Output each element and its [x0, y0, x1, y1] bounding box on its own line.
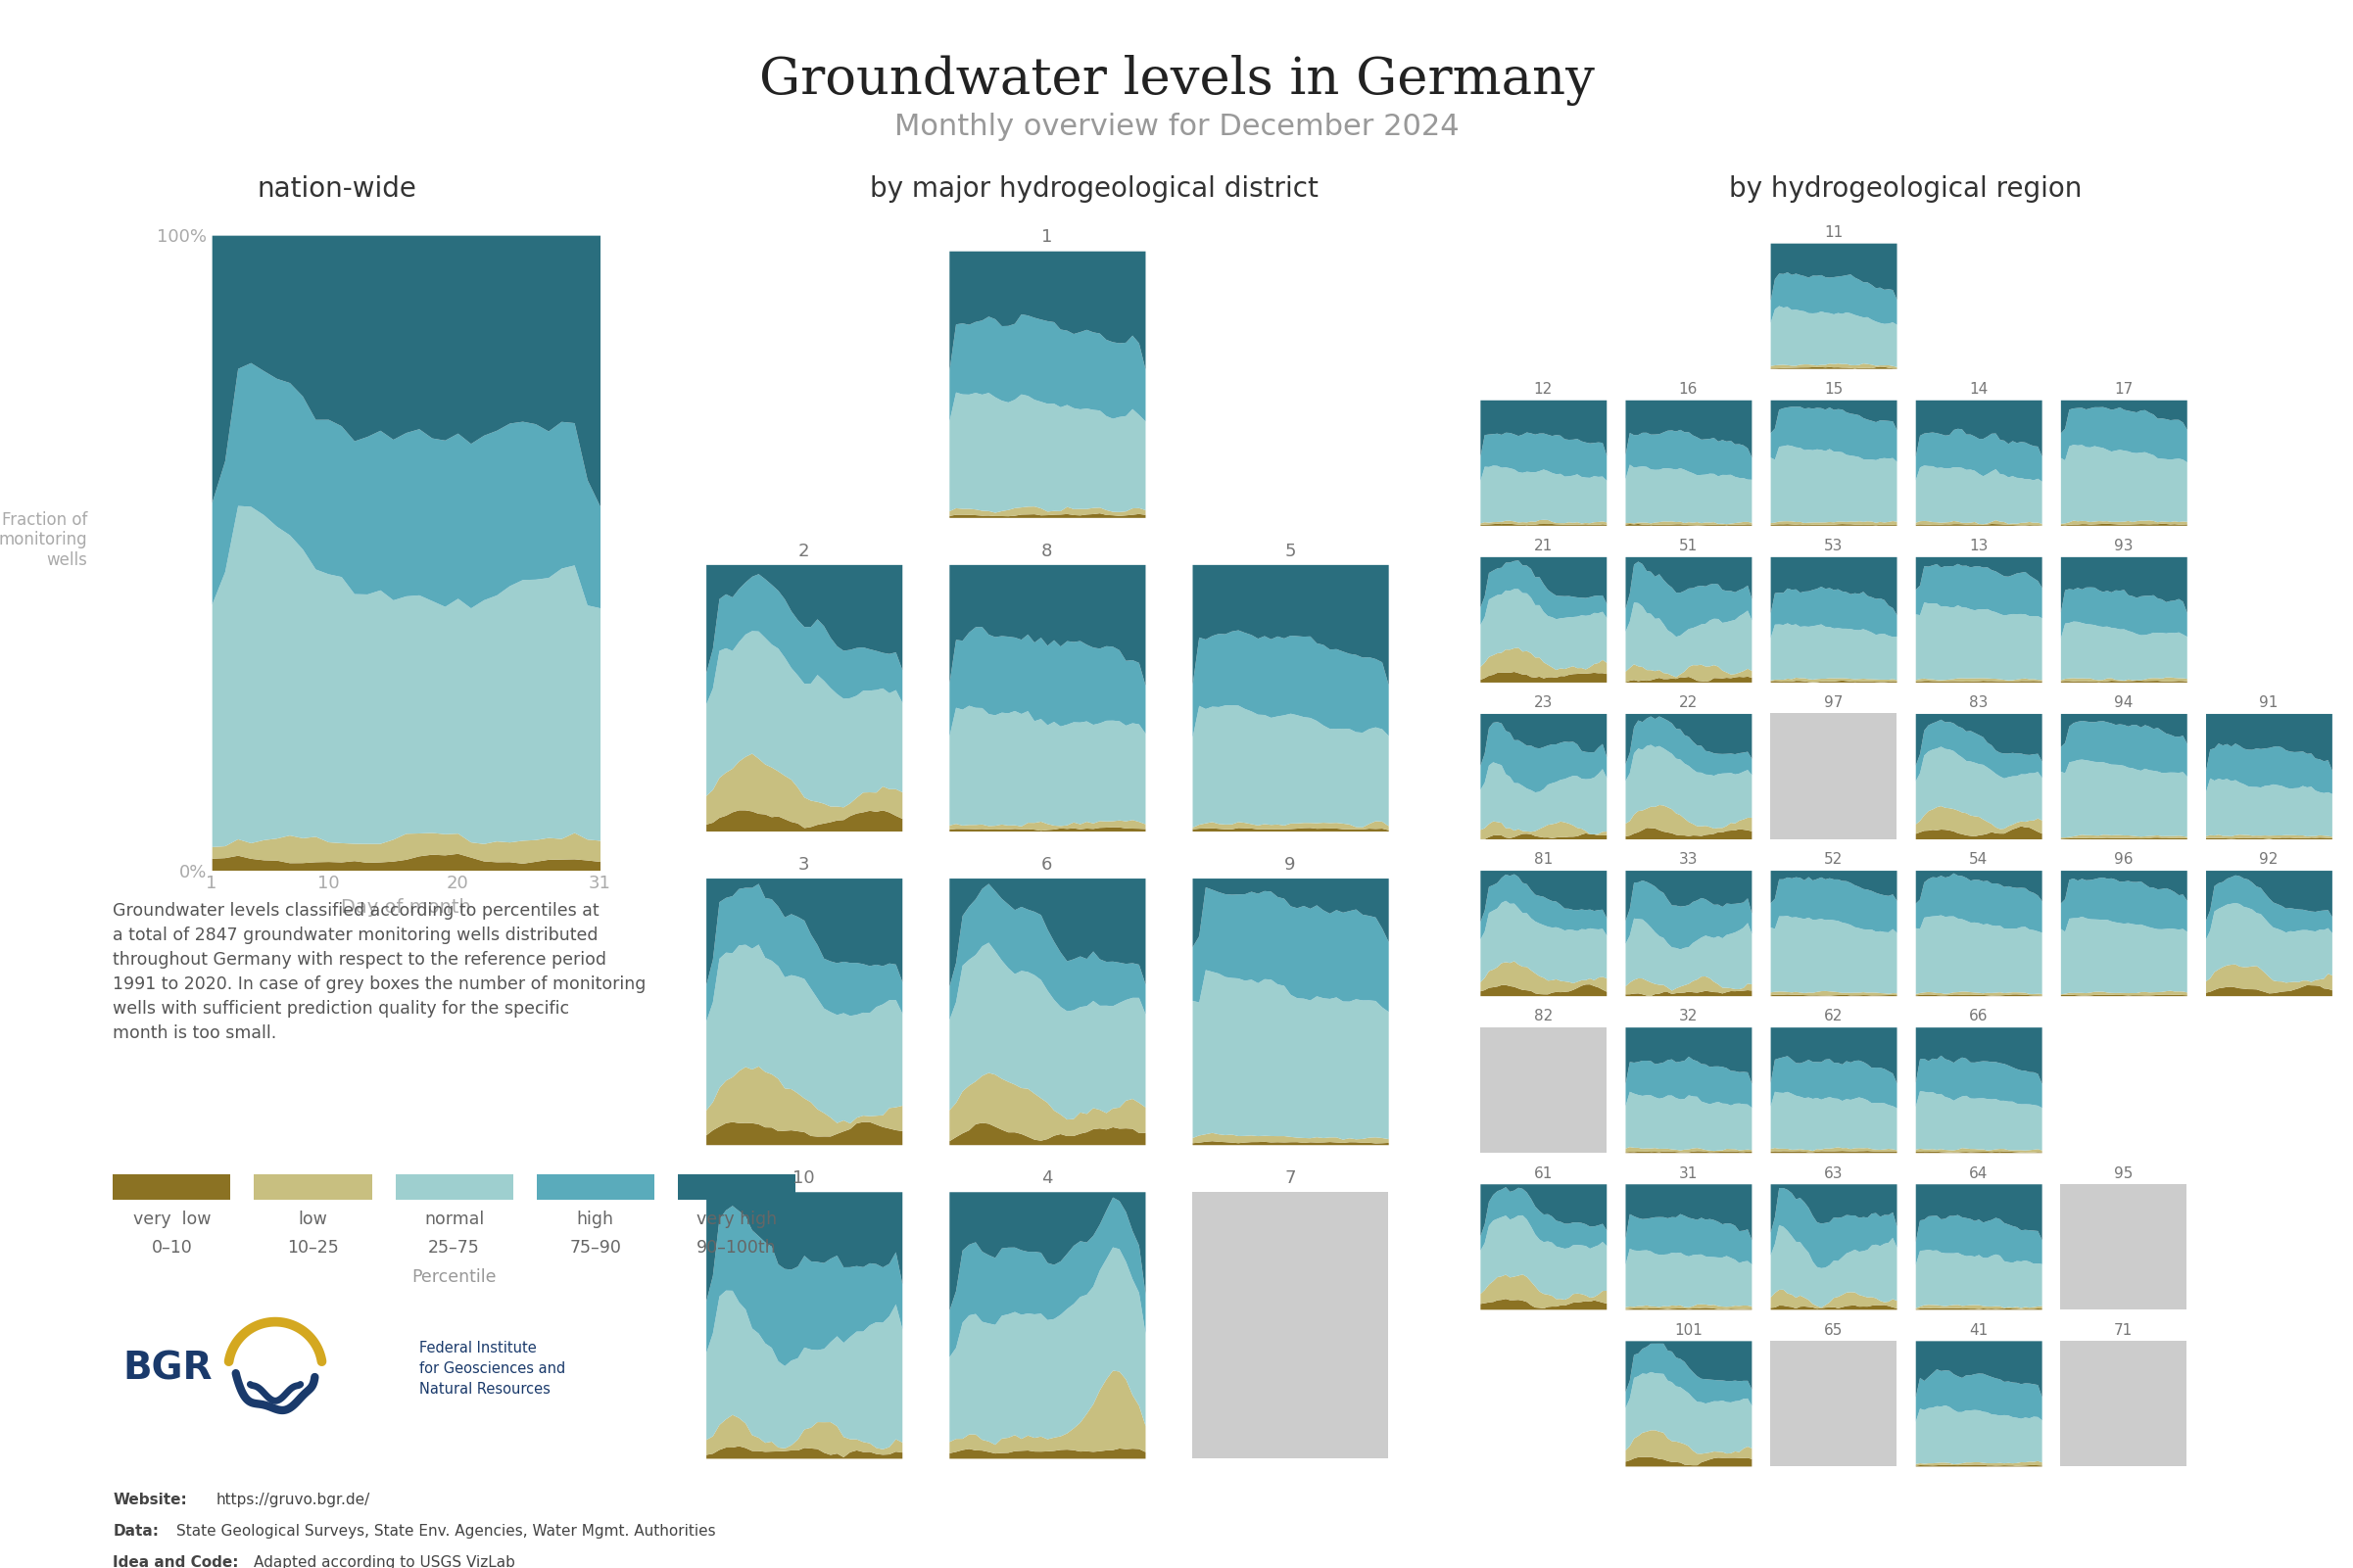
Text: 82: 82	[1534, 1010, 1553, 1024]
Text: 31: 31	[1678, 1167, 1699, 1181]
Text: 101: 101	[1673, 1323, 1704, 1338]
Text: 1: 1	[1042, 229, 1052, 246]
Text: 96: 96	[2113, 853, 2134, 867]
Text: 21: 21	[1534, 539, 1553, 554]
Text: 7: 7	[1285, 1170, 1297, 1187]
Text: 2: 2	[798, 543, 809, 560]
Text: Federal Institute
for Geosciences and
Natural Resources: Federal Institute for Geosciences and Na…	[419, 1341, 565, 1397]
Text: by hydrogeological region: by hydrogeological region	[1729, 176, 2082, 202]
Text: https://gruvo.bgr.de/: https://gruvo.bgr.de/	[216, 1493, 369, 1507]
Text: 83: 83	[1969, 696, 1988, 710]
Text: 97: 97	[1824, 696, 1842, 710]
Text: Website:: Website:	[113, 1493, 188, 1507]
Text: 13: 13	[1969, 539, 1988, 554]
Text: Groundwater levels classified according to percentiles at
a total of 2847 ground: Groundwater levels classified according …	[113, 902, 647, 1041]
Text: 92: 92	[2259, 853, 2278, 867]
Text: 14: 14	[1969, 383, 1988, 397]
Text: Percentile: Percentile	[412, 1269, 496, 1286]
Text: 8: 8	[1042, 543, 1052, 560]
Text: nation-wide: nation-wide	[256, 176, 416, 202]
Text: 6: 6	[1042, 856, 1052, 873]
Text: Data:: Data:	[113, 1524, 160, 1538]
Text: normal: normal	[424, 1210, 485, 1228]
Text: 0–10: 0–10	[151, 1239, 193, 1256]
Text: 22: 22	[1678, 696, 1699, 710]
Text: Groundwater levels in Germany: Groundwater levels in Germany	[758, 55, 1595, 105]
Text: 65: 65	[1824, 1323, 1842, 1338]
Text: 15: 15	[1824, 383, 1842, 397]
Text: 12: 12	[1534, 383, 1553, 397]
Text: Monthly overview for December 2024: Monthly overview for December 2024	[894, 113, 1459, 141]
Text: by major hydrogeological district: by major hydrogeological district	[871, 176, 1318, 202]
Y-axis label: Fraction of
monitoring
wells: Fraction of monitoring wells	[0, 511, 87, 569]
Text: 33: 33	[1678, 853, 1699, 867]
Text: 16: 16	[1678, 383, 1699, 397]
Text: 93: 93	[2113, 539, 2134, 554]
Text: 10: 10	[793, 1170, 814, 1187]
Text: low: low	[299, 1210, 327, 1228]
Text: Adapted according to USGS VizLab: Adapted according to USGS VizLab	[254, 1555, 515, 1568]
Text: 94: 94	[2113, 696, 2134, 710]
Text: 32: 32	[1678, 1010, 1699, 1024]
Text: 10–25: 10–25	[287, 1239, 339, 1256]
Text: very  low: very low	[132, 1210, 212, 1228]
Text: BGR: BGR	[122, 1350, 212, 1388]
Text: 52: 52	[1824, 853, 1842, 867]
Text: Idea and Code:: Idea and Code:	[113, 1555, 238, 1568]
Text: 23: 23	[1534, 696, 1553, 710]
Text: 75–90: 75–90	[569, 1239, 621, 1256]
Text: 5: 5	[1285, 543, 1297, 560]
Text: 64: 64	[1969, 1167, 1988, 1181]
Text: 66: 66	[1969, 1010, 1988, 1024]
Text: high: high	[576, 1210, 614, 1228]
Text: 25–75: 25–75	[428, 1239, 480, 1256]
Text: 3: 3	[798, 856, 809, 873]
Text: 9: 9	[1285, 856, 1297, 873]
Text: 91: 91	[2259, 696, 2278, 710]
Text: 51: 51	[1678, 539, 1699, 554]
Text: 17: 17	[2113, 383, 2134, 397]
Text: 62: 62	[1824, 1010, 1842, 1024]
Text: 41: 41	[1969, 1323, 1988, 1338]
Text: 81: 81	[1534, 853, 1553, 867]
Text: 4: 4	[1042, 1170, 1052, 1187]
Text: State Geological Surveys, State Env. Agencies, Water Mgmt. Authorities: State Geological Surveys, State Env. Age…	[176, 1524, 715, 1538]
X-axis label: Day of month: Day of month	[341, 898, 471, 917]
Text: 71: 71	[2113, 1323, 2134, 1338]
Text: 90–100th: 90–100th	[696, 1239, 776, 1256]
Text: 53: 53	[1824, 539, 1842, 554]
Text: 95: 95	[2113, 1167, 2134, 1181]
Text: 61: 61	[1534, 1167, 1553, 1181]
Text: very high: very high	[696, 1210, 776, 1228]
Text: 54: 54	[1969, 853, 1988, 867]
Text: 11: 11	[1824, 226, 1842, 240]
Text: 63: 63	[1824, 1167, 1842, 1181]
